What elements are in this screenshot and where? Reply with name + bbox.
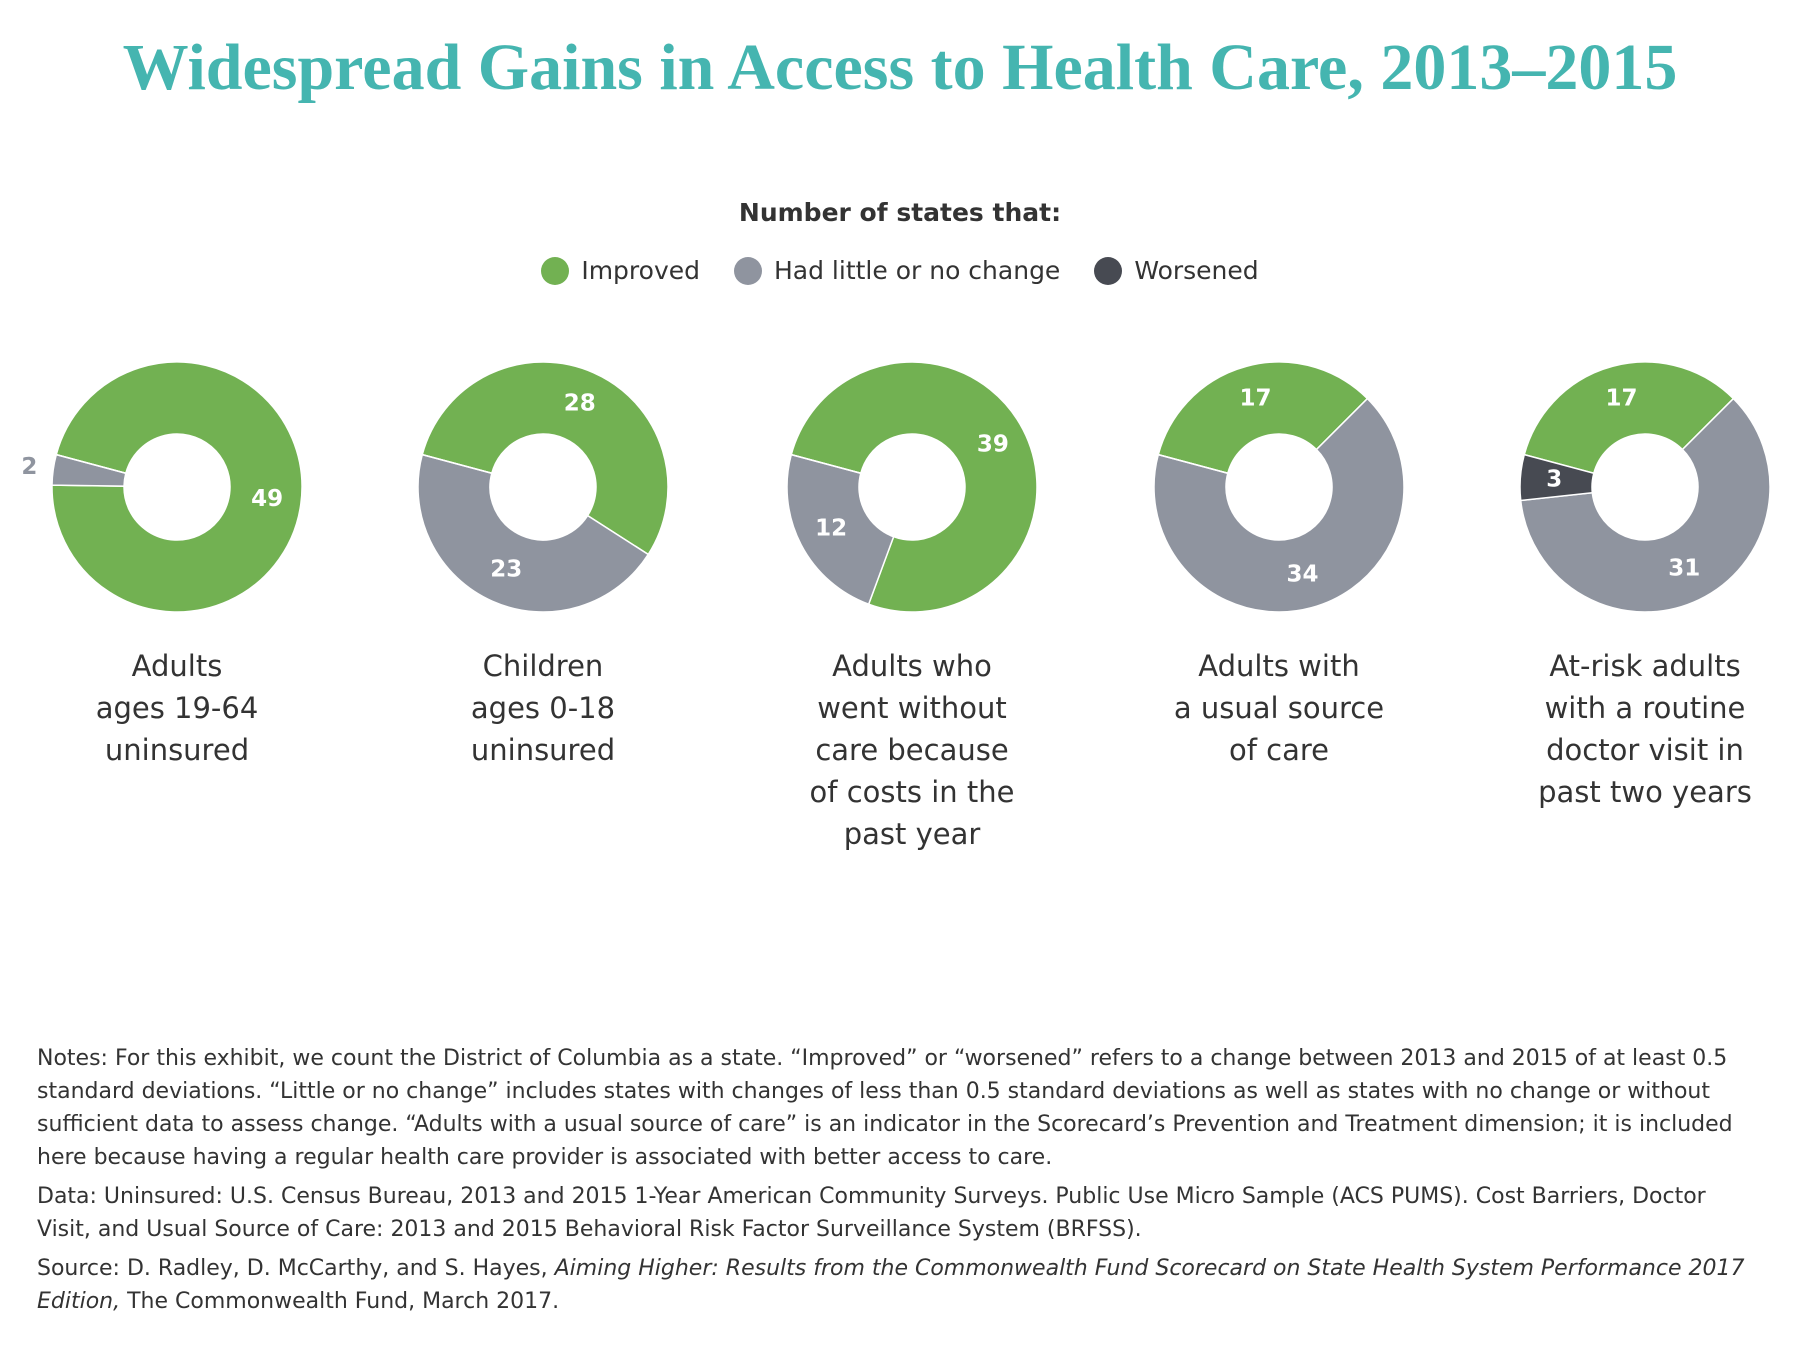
donut-slice [51, 361, 303, 613]
source-text: Source: D. Radley, D. McCarthy, and S. H… [37, 1256, 555, 1281]
chart-label: Children [483, 649, 604, 683]
value-label: 39 [977, 432, 1009, 458]
legend-label: Improved [581, 256, 700, 285]
chart-label: Adults [132, 649, 223, 683]
chart-label: went without [817, 691, 1007, 725]
data-note: Data: Uninsured: U.S. Census Bureau, 201… [37, 1184, 1706, 1242]
donut-slice [786, 453, 895, 606]
chart-label: ages 0-18 [471, 691, 615, 725]
source: Source: D. Radley, D. McCarthy, and S. H… [37, 1252, 1762, 1318]
legend: Improved Had little or no change Worsened [0, 256, 1800, 285]
chart-label: past year [844, 817, 981, 851]
value-label: 34 [1287, 561, 1319, 587]
value-label: 17 [1605, 386, 1637, 412]
donut-slice [51, 453, 127, 487]
value-label: 2 [21, 454, 37, 480]
chart-label: doctor visit in [1546, 733, 1744, 767]
chart-label: uninsured [105, 733, 249, 767]
legend-swatch [1094, 256, 1123, 285]
value-label: 17 [1239, 386, 1271, 412]
value-label: 31 [1668, 556, 1700, 582]
legend-item: Worsened [1094, 256, 1259, 285]
donut-slice [1519, 453, 1595, 502]
chart-label: Adults with [1198, 649, 1359, 683]
donut-slice [1157, 361, 1369, 475]
legend-swatch [734, 256, 762, 285]
chart-label: past two years [1538, 775, 1752, 809]
chart-label: of care [1229, 733, 1329, 767]
chart-label: with a routine [1545, 691, 1746, 725]
value-label: 23 [490, 557, 522, 583]
value-label: 3 [1546, 466, 1562, 492]
chart-label: ages 19-64 [96, 691, 259, 725]
chart-label: Adults who [832, 649, 992, 683]
value-label: 49 [251, 486, 283, 512]
donut-slice [417, 453, 650, 613]
chart-label: uninsured [471, 733, 615, 767]
legend-item: Improved [541, 256, 700, 285]
donut-slice [1153, 397, 1405, 613]
source-title: Aiming Higher: Results from the Commonwe… [37, 1256, 1745, 1314]
source-text: The Commonwealth Fund, March 2017. [120, 1289, 560, 1314]
legend-item: Had little or no change [734, 256, 1060, 285]
chart-label: a usual source [1174, 691, 1384, 725]
legend-title: Number of states that: [738, 198, 1062, 227]
value-label: 12 [815, 515, 847, 541]
legend-swatch [541, 256, 570, 285]
donut-slice [1523, 361, 1735, 475]
title: Widespread Gains in Access to Health Car… [122, 31, 1678, 104]
chart-label: care because [815, 733, 1008, 767]
chart-label: At-risk adults [1549, 649, 1740, 683]
footnotes: Notes: For this exhibit, we count the Di… [37, 1042, 1762, 1324]
donut-slice [1519, 397, 1771, 613]
notes: Notes: For this exhibit, we count the Di… [37, 1046, 1733, 1170]
chart-label: of costs in the [810, 775, 1015, 809]
charts: 49 2 Adults ages 19-64 uninsured 28 23 Children… [21, 361, 1771, 851]
value-label: 28 [564, 390, 596, 416]
legend-label: Worsened [1134, 256, 1259, 285]
legend-label: Had little or no change [774, 256, 1061, 285]
donut-slice [421, 361, 669, 556]
donut-slice [790, 361, 1038, 613]
